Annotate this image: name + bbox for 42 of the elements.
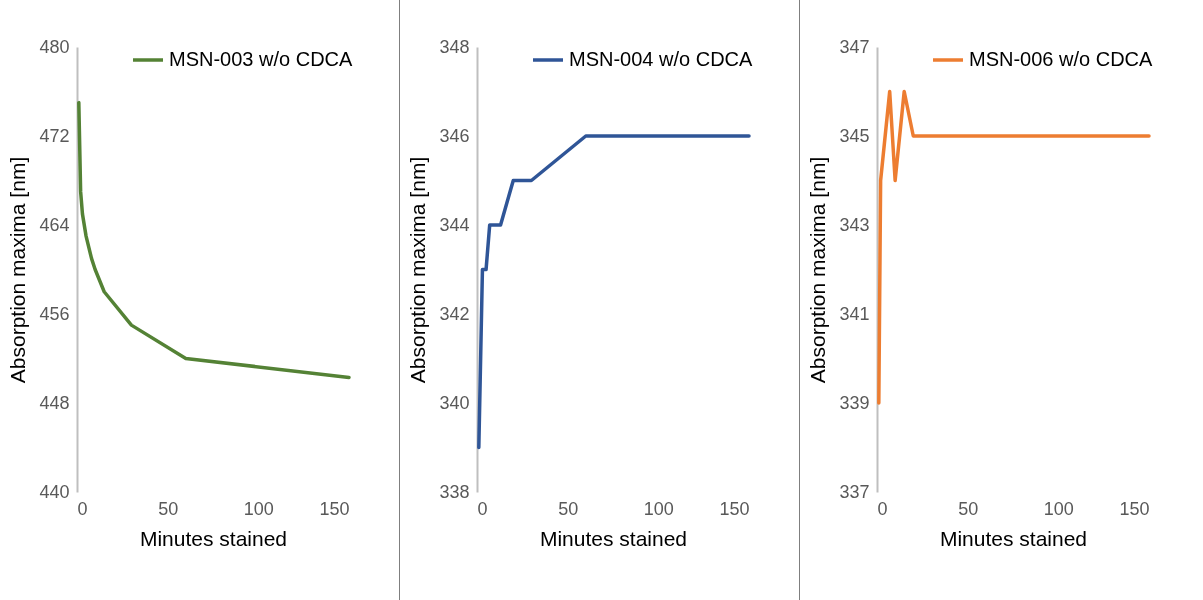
legend-label: MSN-003 w/o CDCA [169, 48, 354, 70]
y-tick-label: 337 [839, 481, 870, 502]
y-tick-label: 440 [39, 481, 70, 502]
legend-label: MSN-004 w/o CDCA [569, 48, 754, 70]
y-axis-title: Absorption maxima [nm] [406, 156, 430, 384]
y-tick-label: 340 [439, 392, 470, 413]
x-tick-label: 0 [477, 498, 488, 519]
y-tick-label: 339 [839, 392, 870, 413]
x-tick-label: 150 [1119, 498, 1150, 519]
x-axis-title: Minutes stained [539, 526, 688, 550]
y-tick-label: 480 [39, 36, 70, 57]
y-tick-label: 345 [839, 125, 870, 146]
y-tick-label: 472 [39, 125, 70, 146]
y-tick-label: 344 [439, 214, 470, 235]
y-tick-label: 342 [439, 303, 470, 324]
y-tick-label: 343 [839, 214, 870, 235]
x-axis-title: Minutes stained [139, 526, 288, 550]
y-axis-title: Absorption maxima [nm] [6, 156, 30, 384]
x-tick-label: 150 [719, 498, 750, 519]
y-tick-label: 348 [439, 36, 470, 57]
legend-label: MSN-006 w/o CDCA [969, 48, 1154, 70]
x-tick-label: 50 [158, 498, 179, 519]
y-tick-label: 338 [439, 481, 470, 502]
y-tick-label: 347 [839, 36, 870, 57]
x-tick-label: 50 [958, 498, 979, 519]
x-tick-label: 150 [319, 498, 350, 519]
y-tick-label: 456 [39, 303, 70, 324]
x-tick-label: 0 [77, 498, 88, 519]
y-tick-label: 448 [39, 392, 70, 413]
y-tick-label: 464 [39, 214, 70, 235]
line-series [477, 134, 751, 450]
y-tick-label: 346 [439, 125, 470, 146]
x-axis-title: Minutes stained [939, 526, 1088, 550]
line-series [877, 89, 1151, 405]
x-tick-label: 100 [1043, 498, 1074, 519]
line-series [77, 100, 351, 380]
y-tick-label: 341 [839, 303, 870, 324]
x-tick-label: 100 [643, 498, 674, 519]
x-tick-label: 0 [877, 498, 888, 519]
y-axis-title: Absorption maxima [nm] [806, 156, 830, 384]
x-tick-label: 100 [243, 498, 274, 519]
x-tick-label: 50 [558, 498, 579, 519]
